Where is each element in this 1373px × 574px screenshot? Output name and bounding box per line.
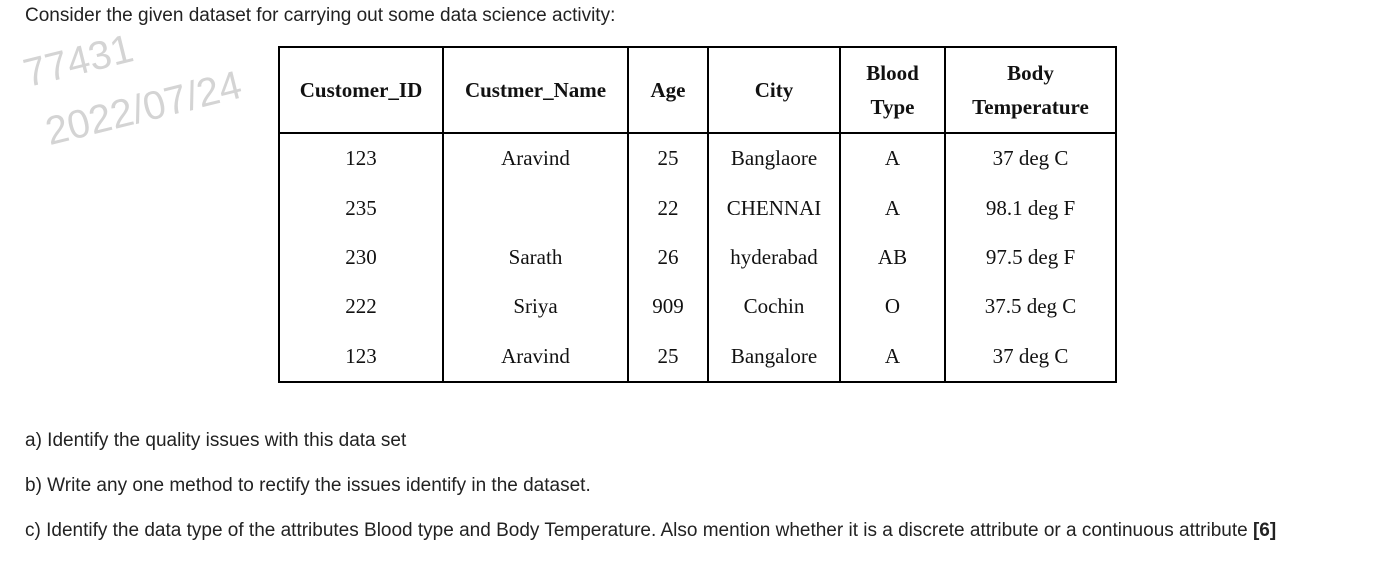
marks: [6] <box>1252 520 1277 541</box>
header-text: Custmer_Name <box>464 78 607 102</box>
table-cell: 222 <box>278 282 444 332</box>
header-cell: Customer_ID <box>278 47 444 134</box>
table-cell: Aravind <box>442 133 629 184</box>
table-cell: hyderabad <box>707 232 841 283</box>
header-text: Body Temperature <box>972 61 1089 119</box>
table-cell: A <box>839 133 946 184</box>
table-cell: A <box>839 183 946 233</box>
table-cell: 909 <box>627 282 709 332</box>
header-text: Age <box>650 78 686 102</box>
table-cell: 230 <box>278 232 444 283</box>
table-cell <box>442 183 629 233</box>
question-text: c) Identify the data type of the attribu… <box>25 520 1248 541</box>
table-cell: AB <box>839 232 946 283</box>
header-row: Customer_ID Custmer_Name Age City Blood Type… <box>278 47 1117 134</box>
table-cell: O <box>839 282 946 332</box>
table-row: 123 Aravind 25 Banglaore A 37 deg C <box>278 133 1117 184</box>
table-cell: 123 <box>278 331 444 382</box>
question: a) Identify the quality issues with this… <box>25 430 407 451</box>
question: c) Identify the data type of the attribu… <box>25 516 1367 546</box>
table-cell: Sriya <box>442 282 629 332</box>
header-cell: Age <box>627 47 709 134</box>
table-cell: CHENNAI <box>707 183 841 233</box>
header-text: Customer_ID <box>299 78 423 102</box>
table-cell: Sarath <box>442 232 629 283</box>
table-cell: 22 <box>627 183 709 233</box>
header-cell: Body Temperature <box>944 47 1117 134</box>
table-cell: Cochin <box>707 282 841 332</box>
intro-text: Consider the given dataset for carrying … <box>25 5 616 26</box>
table-row: 235 22 CHENNAI A 98.1 deg F <box>278 183 1117 233</box>
table-cell: Bangalore <box>707 331 841 382</box>
table-cell: 37.5 deg C <box>944 282 1117 332</box>
table-cell: 37 deg C <box>944 331 1117 382</box>
table-row: 222 Sriya 909 Cochin O 37.5 deg C <box>278 282 1117 332</box>
table-cell: 97.5 deg F <box>944 232 1117 283</box>
header-cell: City <box>707 47 841 134</box>
table-cell: 25 <box>627 133 709 184</box>
watermark: 77431 <box>19 26 138 97</box>
table-cell: Banglaore <box>707 133 841 184</box>
table-row: 123 Aravind 25 Bangalore A 37 deg C <box>278 331 1117 382</box>
table-cell: 25 <box>627 331 709 382</box>
table-cell: 235 <box>278 183 444 233</box>
table-cell: Aravind <box>442 331 629 382</box>
table-cell: A <box>839 331 946 382</box>
table-cell: 123 <box>278 133 444 184</box>
table-cell: 26 <box>627 232 709 283</box>
header-text: Blood Type <box>866 61 919 119</box>
table-cell: 98.1 deg F <box>944 183 1117 233</box>
question: b) Write any one method to rectify the i… <box>25 475 591 496</box>
data-table: Customer_ID Custmer_Name Age City Blood Type… <box>278 46 1117 383</box>
table-cell: 37 deg C <box>944 133 1117 184</box>
header-cell: Blood Type <box>839 47 946 134</box>
header-cell: Custmer_Name <box>442 47 629 134</box>
table-row: 230 Sarath 26 hyderabad AB 97.5 deg F <box>278 232 1117 283</box>
header-text: City <box>754 78 794 102</box>
